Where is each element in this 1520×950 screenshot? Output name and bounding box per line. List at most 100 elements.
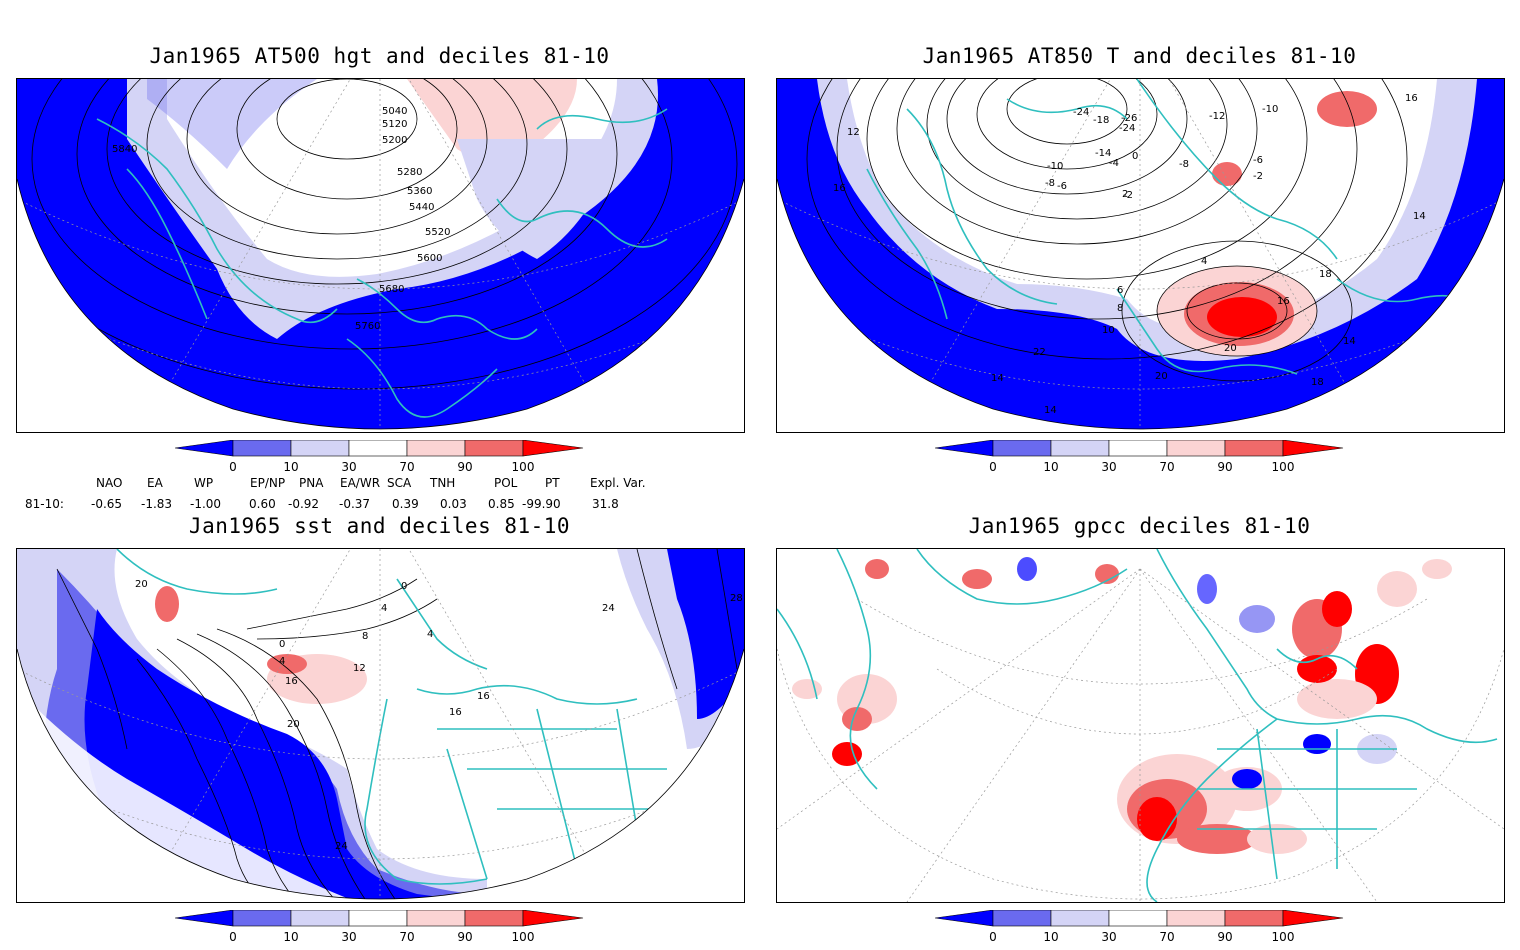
- contour-label: 5600: [417, 253, 442, 264]
- index-header: PNA: [299, 476, 324, 490]
- contour-label: -18: [1093, 115, 1109, 126]
- colorbar-label: 70: [1159, 460, 1175, 474]
- index-value: -0.92: [288, 497, 320, 511]
- contour-label: 16: [449, 707, 462, 718]
- map-hgt500-svg: 5040 5120 5200 5280 5360 5440 5520 5600 …: [17, 79, 744, 430]
- index-header: POL: [494, 476, 518, 490]
- colorbar-label: 70: [399, 460, 415, 474]
- contour-label: 8: [1117, 303, 1123, 314]
- contour-label: 20: [287, 719, 300, 730]
- contour-label: -6: [1057, 181, 1067, 192]
- contour-label: 0: [401, 581, 407, 592]
- index-value: -99.90: [522, 497, 561, 511]
- index-header: PT: [545, 476, 560, 490]
- index-value: 0.03: [440, 497, 467, 511]
- index-value: -0.37: [339, 497, 371, 511]
- index-value: -1.00: [190, 497, 222, 511]
- contour-label: 5520: [425, 227, 450, 238]
- panel-title-sst: Jan1965 sst and deciles 81-10: [188, 514, 571, 538]
- colorbar-gpcc: 0 10 30 70 90 100: [935, 910, 1345, 950]
- index-row-label: 81-10:: [25, 497, 64, 511]
- index-header: NAO: [96, 476, 123, 490]
- contour-label: 16: [1405, 93, 1418, 104]
- colorbar-label: 30: [341, 930, 357, 944]
- contour-label: 0: [279, 639, 285, 650]
- colorbar-label: 90: [1217, 460, 1233, 474]
- colorbar-label: 0: [229, 460, 237, 474]
- colorbar-label: 10: [1043, 460, 1059, 474]
- colorbar-label: 90: [457, 460, 473, 474]
- contour-label: 5280: [397, 167, 422, 178]
- contour-label: 14: [1413, 211, 1426, 222]
- contour-label: 5200: [382, 135, 407, 146]
- contour-label: -24: [1119, 123, 1135, 134]
- index-header: EA: [147, 476, 163, 490]
- contour-label: 4: [279, 656, 285, 667]
- panel-title-gpcc: Jan1965 gpcc deciles 81-10: [968, 514, 1311, 538]
- colorbar-label: 100: [511, 930, 535, 944]
- index-value: -1.83: [141, 497, 173, 511]
- colorbar-label: 100: [1271, 930, 1295, 944]
- contour-label: 16: [285, 676, 298, 687]
- index-value: 0.60: [249, 497, 276, 511]
- contour-label: 12: [353, 663, 366, 674]
- colorbar-label: 100: [1271, 460, 1295, 474]
- contour-label: 20: [1224, 343, 1237, 354]
- index-header: EP/NP: [250, 476, 286, 490]
- colorbar-label: 70: [1159, 930, 1175, 944]
- contour-label: -10: [1262, 104, 1278, 115]
- map-sst: 20 0 4 8 12 16 20 24 4 0 16 16 24 28 4: [16, 548, 745, 903]
- colorbar-svg: [935, 440, 1344, 457]
- contour-label: 22: [1033, 347, 1046, 358]
- colorbar-label: 30: [1101, 930, 1117, 944]
- t850-contour-labels: -24 -18 -26 -24 -14 -10 -8 -6 -4 -2 0 -1…: [833, 93, 1426, 416]
- map-t850: -24 -18 -26 -24 -14 -10 -8 -6 -4 -2 0 -1…: [776, 78, 1505, 433]
- contour-label: -2: [1123, 190, 1133, 201]
- index-header: Expl. Var.: [590, 476, 646, 490]
- map-t850-svg: -24 -18 -26 -24 -14 -10 -8 -6 -4 -2 0 -1…: [777, 79, 1504, 430]
- contour-label: 5760: [355, 321, 380, 332]
- colorbar-label: 0: [989, 930, 997, 944]
- index-value: 31.8: [592, 497, 619, 511]
- gpcc-patches: [792, 557, 1452, 854]
- colorbar-label: 90: [1217, 930, 1233, 944]
- contour-label: -6: [1253, 155, 1263, 166]
- contour-label: 0: [1132, 151, 1138, 162]
- contour-label: -24: [1073, 107, 1089, 118]
- colorbar-label: 10: [283, 930, 299, 944]
- contour-label: 5440: [409, 202, 434, 213]
- index-header: EA/WR: [340, 476, 381, 490]
- panel-title-t850: Jan1965 AT850 T and deciles 81-10: [922, 44, 1357, 68]
- contour-label: -12: [1209, 111, 1225, 122]
- colorbar-label: 0: [229, 930, 237, 944]
- index-value: -0.65: [91, 497, 123, 511]
- index-header: SCA: [387, 476, 412, 490]
- colorbar-label: 100: [511, 460, 535, 474]
- contour-label: 8: [362, 631, 368, 642]
- index-header: TNH: [430, 476, 456, 490]
- contour-label: 16: [833, 183, 846, 194]
- contour-label: 14: [991, 373, 1004, 384]
- colorbar-svg: [935, 910, 1344, 927]
- contour-label: 5040: [382, 106, 407, 117]
- contour-label: 2: [1122, 189, 1128, 200]
- colorbar-label: 70: [399, 930, 415, 944]
- hgt500-contour-labels: 5040 5120 5200 5280 5360 5440 5520 5600 …: [112, 106, 450, 332]
- contour-label: 20: [135, 579, 148, 590]
- contour-label: 18: [1319, 269, 1332, 280]
- sst-contour-labels: 20 0 4 8 12 16 20 24 4 0 16 16 24 28 4: [135, 579, 743, 852]
- map-gpcc: [776, 548, 1505, 903]
- colorbar-label: 30: [341, 460, 357, 474]
- contour-label: 18: [1311, 377, 1324, 388]
- colorbar-svg: [175, 440, 584, 457]
- contour-label: 5680: [379, 284, 404, 295]
- contour-label: 5120: [382, 119, 407, 130]
- contour-label: 4: [1201, 256, 1207, 267]
- contour-label: 10: [1102, 325, 1115, 336]
- map-hgt500: 5040 5120 5200 5280 5360 5440 5520 5600 …: [16, 78, 745, 433]
- colorbar-sst: 0 10 30 70 90 100: [175, 910, 585, 950]
- map-gpcc-svg: [777, 549, 1504, 902]
- colorbar-label: 10: [283, 460, 299, 474]
- colorbar-hgt500: 0 10 30 70 90 100: [175, 440, 585, 480]
- colorbar-label: 90: [457, 930, 473, 944]
